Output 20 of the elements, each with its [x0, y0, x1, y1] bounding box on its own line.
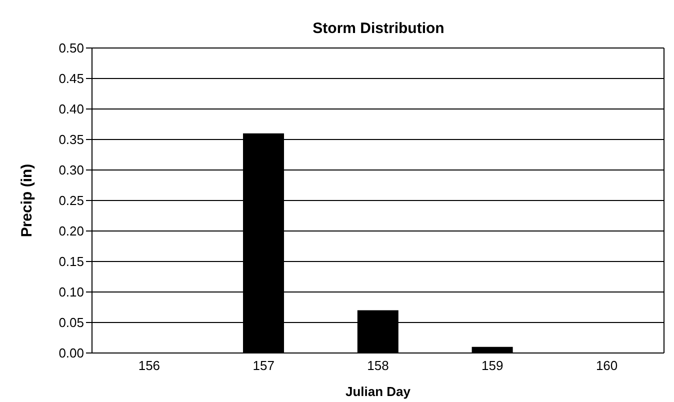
y-tick-label: 0.30 [58, 162, 84, 178]
y-tick-label: 0.40 [58, 102, 84, 117]
y-tick-label: 0.35 [58, 132, 84, 148]
y-axis-title: Precip (in) [18, 164, 36, 238]
y-tick-label: 0.20 [58, 224, 84, 239]
x-tick-label: 156 [138, 358, 160, 374]
bar [472, 346, 513, 353]
chart-title: Storm Distribution [312, 20, 446, 37]
y-tick-label: 0.45 [58, 71, 84, 86]
x-tick-label: 157 [252, 358, 274, 374]
y-tick-label: 0.10 [58, 284, 84, 300]
x-tick-label: 159 [482, 358, 504, 374]
y-tick-label: 0.50 [58, 40, 84, 56]
x-axis-title: Julian Day [345, 384, 412, 399]
y-tick-label: 0.00 [58, 346, 84, 361]
x-tick-label: 158 [367, 358, 389, 374]
y-tick-label: 0.05 [58, 315, 84, 330]
x-tick-label: 160 [596, 358, 618, 374]
y-tick-label: 0.25 [58, 193, 84, 208]
y-tick-label: 0.15 [58, 254, 84, 270]
